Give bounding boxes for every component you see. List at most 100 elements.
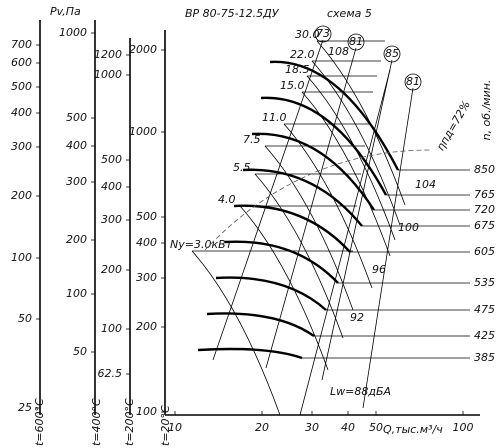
speed-curve bbox=[215, 276, 327, 311]
speed-label: 425 bbox=[474, 329, 495, 342]
speed-curve bbox=[269, 60, 400, 171]
efficiency-label: 81 bbox=[406, 75, 420, 88]
efficiency-label: 81 bbox=[349, 35, 363, 48]
power-label: 22.0 bbox=[290, 48, 315, 61]
speed-curve bbox=[251, 132, 376, 211]
noise-label: 104 bbox=[415, 178, 436, 191]
efficiency-circle bbox=[404, 73, 422, 91]
scale-tick-label: 1000 bbox=[129, 125, 157, 138]
x-tick-label: 50 bbox=[369, 421, 383, 434]
speed-label: 385 bbox=[474, 351, 495, 364]
power-label: 11.0 bbox=[262, 111, 287, 124]
noise-label: 100 bbox=[398, 221, 419, 234]
speed-label: 475 bbox=[474, 303, 495, 316]
power-curve bbox=[191, 250, 281, 416]
power-label: 18.5 bbox=[285, 63, 310, 76]
temperature-label: t=400°C bbox=[90, 398, 103, 446]
x-tick-label: 10 bbox=[168, 421, 182, 434]
scale-tick-label: 50 bbox=[18, 312, 32, 325]
speed-curve bbox=[197, 347, 303, 360]
speed-label: 850 bbox=[474, 163, 495, 176]
noise-label: 92 bbox=[350, 311, 364, 324]
efficiency-line bbox=[212, 39, 324, 361]
scale-tick-label: 400 bbox=[136, 236, 157, 249]
scale-tick-label: 500 bbox=[136, 210, 157, 223]
power-label: Ny=3.0кВт bbox=[170, 238, 233, 251]
x-axis-label: Q,тыс.м³/ч bbox=[383, 423, 443, 436]
power-curve bbox=[306, 75, 396, 241]
efficiency-circle bbox=[347, 33, 365, 51]
scale-tick-label: 500 bbox=[66, 111, 87, 124]
power-label: 7.5 bbox=[243, 133, 261, 146]
power-curve bbox=[283, 123, 373, 289]
axes bbox=[39, 20, 480, 416]
power-curve bbox=[316, 40, 406, 206]
temperature-label: t=600°C bbox=[33, 398, 46, 446]
scale-tick-label: 200 bbox=[101, 263, 122, 276]
scale-tick-label: 400 bbox=[101, 180, 122, 193]
power-curve bbox=[254, 173, 344, 339]
power-curve bbox=[301, 91, 391, 257]
speed-curve bbox=[224, 240, 339, 284]
efficiency-label: 85 bbox=[385, 47, 399, 60]
speed-label: 765 bbox=[474, 188, 495, 201]
speed-label: 605 bbox=[474, 245, 495, 258]
efficiency-line bbox=[321, 59, 393, 381]
x-tick-label: 30 bbox=[305, 421, 319, 434]
noise-label: 96 bbox=[372, 263, 386, 276]
pressure-header: Pv,Па bbox=[50, 5, 81, 18]
efficiency-label: 73 bbox=[316, 27, 330, 40]
efficiency-label: ηпд=72% bbox=[434, 98, 473, 153]
scale-tick-label: 1200 bbox=[94, 48, 122, 61]
power-label: 15.0 bbox=[280, 79, 305, 92]
speed-curve bbox=[260, 96, 388, 196]
scale-tick-label: 500 bbox=[11, 80, 32, 93]
scale-tick-label: 62.5 bbox=[98, 367, 123, 380]
title: ВР 80-75-12.5ДУ bbox=[185, 7, 280, 20]
speed-label: 675 bbox=[474, 219, 495, 232]
scale-tick-label: 500 bbox=[101, 153, 122, 166]
scale-tick-label: 1000 bbox=[94, 68, 122, 81]
speed-label: 720 bbox=[474, 203, 495, 216]
scale-tick-label: 300 bbox=[66, 175, 87, 188]
scale-tick-label: 200 bbox=[66, 233, 87, 246]
scale-tick-label: 600 bbox=[11, 56, 32, 69]
scale-tick-label: 700 bbox=[11, 38, 32, 51]
efficiency-line bbox=[362, 87, 414, 409]
power-curve bbox=[239, 205, 329, 371]
x-tick-label: 20 bbox=[255, 421, 269, 434]
efficiency-line bbox=[265, 47, 357, 369]
scale-tick-label: 300 bbox=[11, 140, 32, 153]
scale-tick-label: 200 bbox=[11, 189, 32, 202]
scale-tick-label: 100 bbox=[101, 322, 122, 335]
scale-tick-label: 1000 bbox=[59, 26, 87, 39]
power-label: 30.0 bbox=[295, 28, 320, 41]
scale-tick-label: 2000 bbox=[129, 43, 157, 56]
speed-axis-label: n, об./мин. bbox=[480, 80, 493, 141]
scale-tick-label: 100 bbox=[136, 405, 157, 418]
scale-tick-label: 100 bbox=[11, 251, 32, 264]
x-tick-label: 100 bbox=[453, 421, 474, 434]
scale-tick-label: 300 bbox=[136, 271, 157, 284]
scale-tick-label: 100 bbox=[66, 287, 87, 300]
noise-label: Lw=88дБА bbox=[330, 385, 391, 398]
scale-tick-label: 300 bbox=[101, 213, 122, 226]
efficiency-circle bbox=[383, 45, 401, 63]
speed-curve bbox=[233, 204, 351, 253]
noise-label: 108 bbox=[328, 45, 349, 58]
speed-label: 535 bbox=[474, 276, 495, 289]
speed-curve bbox=[242, 168, 363, 227]
power-curve bbox=[264, 145, 354, 311]
power-label: 5.5 bbox=[233, 161, 251, 174]
scale-tick-label: 400 bbox=[66, 139, 87, 152]
scheme: схема 5 bbox=[327, 7, 372, 20]
power-label: 4.0 bbox=[218, 193, 236, 206]
scale-tick-label: 50 bbox=[73, 345, 87, 358]
temperature-label: t=200°C bbox=[123, 398, 136, 446]
efficiency-line bbox=[204, 149, 431, 251]
x-tick-label: 40 bbox=[341, 421, 355, 434]
temperature-label: t=20°C bbox=[159, 405, 172, 446]
power-curve bbox=[311, 60, 401, 226]
scale-tick-label: 200 bbox=[136, 320, 157, 333]
